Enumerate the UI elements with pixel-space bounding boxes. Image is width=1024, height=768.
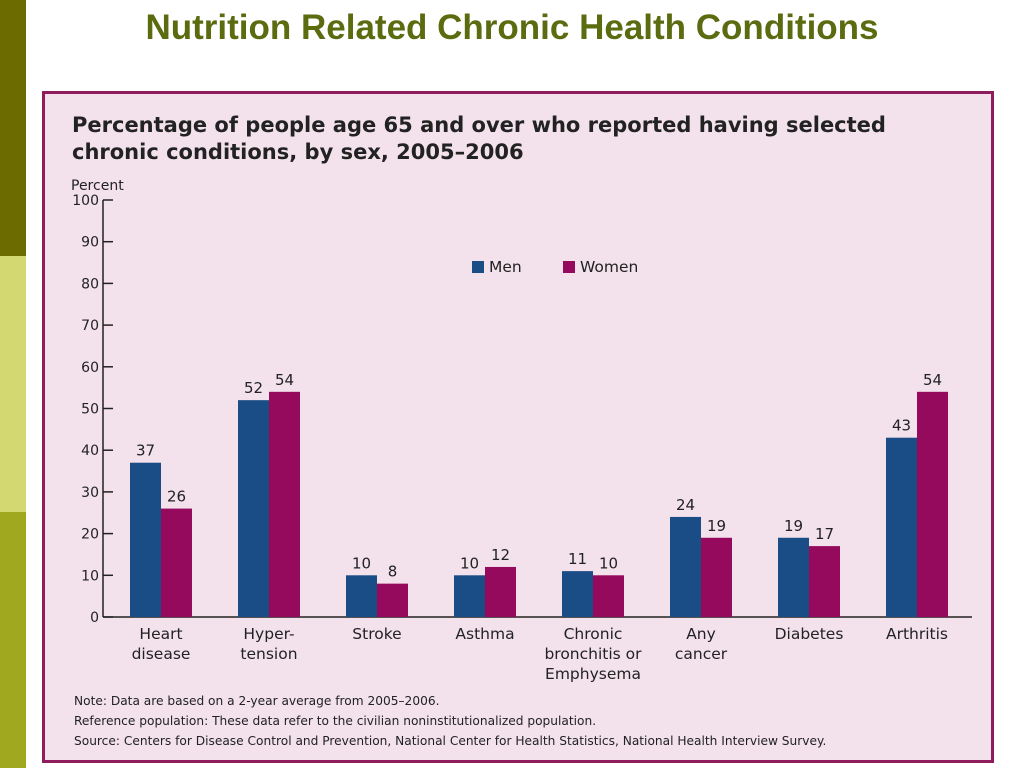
bar-women bbox=[593, 575, 624, 617]
x-tick-label-line: Arthritis bbox=[886, 625, 948, 643]
y-tick-label: 90 bbox=[81, 235, 99, 251]
x-tick-label: Diabetes bbox=[775, 625, 844, 643]
x-tick-label-line: cancer bbox=[675, 645, 728, 663]
bar-men bbox=[238, 400, 269, 617]
y-tick-label: 60 bbox=[81, 360, 99, 376]
x-tick-label: Stroke bbox=[352, 625, 401, 643]
data-label: 37 bbox=[136, 442, 155, 460]
x-tick-label-line: Diabetes bbox=[775, 625, 844, 643]
y-axis-label: Percent bbox=[71, 178, 124, 194]
data-label: 8 bbox=[388, 563, 398, 581]
data-label: 26 bbox=[167, 488, 186, 506]
x-tick-label-line: Hyper- bbox=[243, 625, 294, 643]
x-tick-label-line: Asthma bbox=[455, 625, 514, 643]
x-tick-label: Hyper-tension bbox=[240, 625, 297, 663]
legend-swatch-men bbox=[472, 261, 484, 273]
y-tick-label: 100 bbox=[72, 193, 99, 209]
bar-women bbox=[269, 391, 300, 617]
y-tick-label: 20 bbox=[81, 527, 99, 543]
chart-notes: Note: Data are based on a 2-year average… bbox=[74, 691, 826, 751]
x-tick-label-line: Heart bbox=[139, 625, 182, 643]
data-label: 54 bbox=[275, 371, 294, 389]
y-tick-label: 50 bbox=[81, 402, 99, 418]
x-tick-label-line: bronchitis or bbox=[544, 645, 642, 663]
data-label: 12 bbox=[491, 546, 510, 564]
legend-label-women: Women bbox=[580, 258, 638, 276]
x-tick-label: Heart disease bbox=[132, 625, 191, 663]
data-label: 19 bbox=[784, 517, 803, 535]
data-label: 43 bbox=[892, 417, 911, 435]
x-tick-label-line: disease bbox=[132, 645, 191, 663]
y-tick-label: 10 bbox=[81, 568, 99, 584]
bar-men bbox=[778, 537, 809, 617]
side-stripe-bottom bbox=[0, 512, 26, 768]
bar-women bbox=[809, 546, 840, 617]
chart-title: Percentage of people age 65 and over who… bbox=[72, 113, 886, 164]
y-tick-label: 30 bbox=[81, 485, 99, 501]
slide-title: Nutrition Related Chronic Health Conditi… bbox=[145, 8, 879, 47]
bar-women bbox=[701, 537, 732, 617]
chart-panel: Percentage of people age 65 and over who… bbox=[42, 91, 994, 763]
data-label: 10 bbox=[460, 554, 479, 572]
bar-chart: Percent 0 10 20 30 40 50 60 70 80 90 100 37 26 Heart di… bbox=[71, 178, 972, 683]
x-tick-label: Arthritis bbox=[886, 625, 948, 643]
data-label: 10 bbox=[352, 554, 371, 572]
side-stripe-middle bbox=[0, 256, 26, 512]
x-tick-label-line: Chronic bbox=[564, 625, 623, 643]
data-label: 11 bbox=[568, 550, 587, 568]
bar-men bbox=[886, 437, 917, 617]
data-label: 24 bbox=[676, 496, 695, 514]
reference-line: Reference population: These data refer t… bbox=[74, 714, 597, 728]
y-tick-label: 70 bbox=[81, 318, 99, 334]
bar-men bbox=[130, 462, 161, 617]
bar-women bbox=[485, 566, 516, 617]
x-tick-label-line: Emphysema bbox=[545, 665, 641, 683]
bar-women bbox=[161, 508, 192, 617]
x-tick-label-line: tension bbox=[240, 645, 297, 663]
data-label: 52 bbox=[244, 379, 263, 397]
x-tick-label: Any cancer bbox=[675, 625, 728, 663]
note-line: Note: Data are based on a 2-year average… bbox=[74, 694, 440, 708]
side-stripe-top bbox=[0, 0, 26, 256]
y-tick-label: 0 bbox=[90, 610, 99, 626]
x-tick-label-line: Any bbox=[686, 625, 716, 643]
data-label: 10 bbox=[599, 554, 618, 572]
data-label: 17 bbox=[815, 525, 834, 543]
y-tick-label: 80 bbox=[81, 276, 99, 292]
bar-women bbox=[917, 391, 948, 617]
x-tick-label: Asthma bbox=[455, 625, 514, 643]
data-label: 54 bbox=[923, 371, 942, 389]
x-tick-label: Chronic bronchitis or Emphysema bbox=[544, 625, 642, 683]
legend-swatch-women bbox=[563, 261, 575, 273]
source-line: Source: Centers for Disease Control and … bbox=[74, 734, 827, 748]
x-tick-label-line: Stroke bbox=[352, 625, 401, 643]
bar-women bbox=[377, 583, 408, 617]
bar-men bbox=[670, 516, 701, 617]
bar-men bbox=[346, 575, 377, 617]
data-label: 19 bbox=[707, 517, 726, 535]
y-tick-label: 40 bbox=[81, 443, 99, 459]
bar-men bbox=[454, 575, 485, 617]
legend-label-men: Men bbox=[489, 258, 522, 276]
bar-men bbox=[562, 571, 593, 617]
